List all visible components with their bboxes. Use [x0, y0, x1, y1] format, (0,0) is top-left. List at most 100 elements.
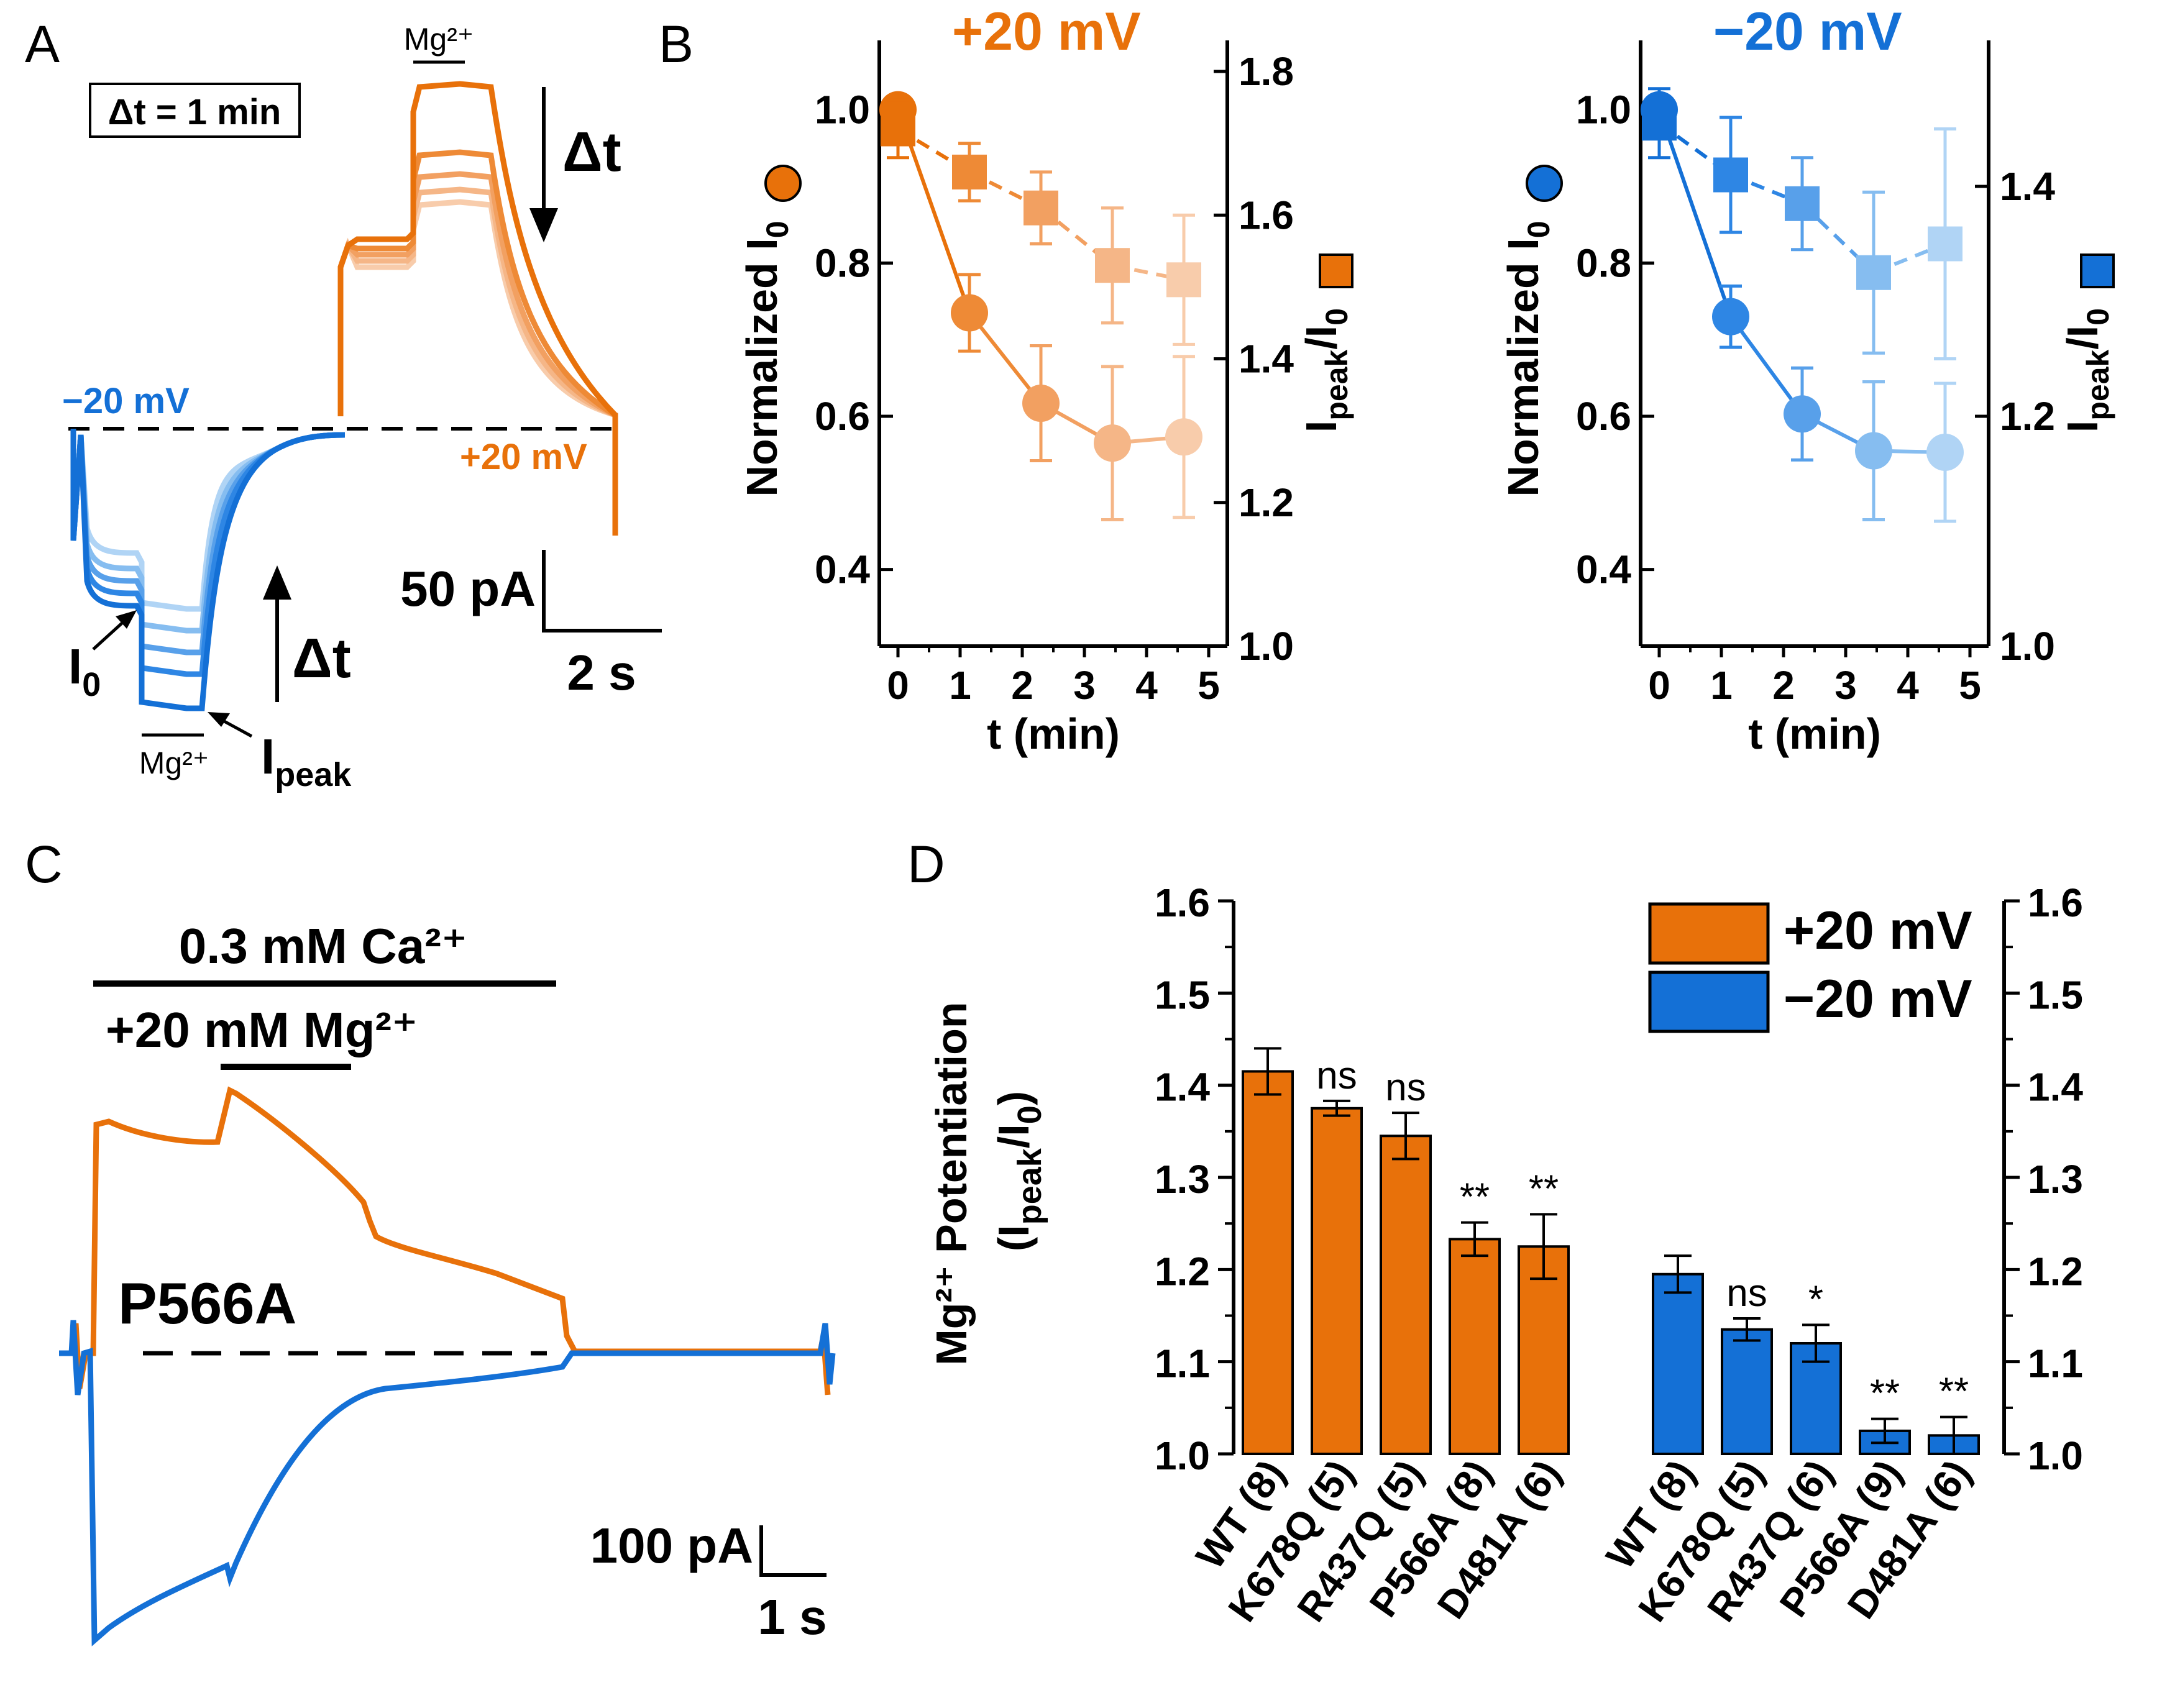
- y-tick-label-right: 1.2: [2000, 394, 2055, 439]
- bar: [1449, 1238, 1501, 1455]
- y-tick-label-left: 1.6: [1155, 880, 1210, 925]
- ca-label: 0.3 mM Ca²⁺: [179, 918, 468, 974]
- y-axis-label-right-mid: /I: [2058, 326, 2107, 350]
- ipeak-subscript: peak: [275, 756, 352, 793]
- y-tick-label-left: 1.5: [1155, 972, 1210, 1017]
- bar: [1242, 1070, 1294, 1455]
- x-axis-label: t (min): [987, 710, 1120, 758]
- legend-square-marker: [2080, 253, 2115, 288]
- y-axis-label-left: Normalized I0: [1499, 221, 1556, 496]
- y-axis-label-sub-peak: peak: [1011, 1148, 1048, 1225]
- y-tick-label-right: 1.5: [2028, 972, 2083, 1017]
- dt-label-bottom: Δt: [292, 628, 351, 690]
- y-axis-label-right-mid: /I: [1297, 326, 1345, 350]
- significance-label: ns: [1316, 1054, 1357, 1097]
- x-tick-label: 4: [1135, 663, 1158, 708]
- panel-label-b: B: [659, 15, 694, 73]
- mutant-label: P566A: [118, 1271, 296, 1336]
- significance-label: ns: [1385, 1066, 1426, 1109]
- series-line-segment: [968, 311, 1043, 404]
- legend-circle-marker: [764, 165, 802, 202]
- series-line-segment: [1729, 315, 1804, 416]
- ipeak-label: Ipeak: [261, 729, 352, 793]
- x-axis-label: t (min): [1748, 710, 1881, 758]
- data-point-circle: [1926, 433, 1964, 471]
- trace-c-negative: [59, 1320, 836, 1646]
- dt-box-label: Δt = 1 min: [108, 92, 282, 132]
- data-point-square: [1856, 255, 1891, 290]
- y-tick-label-right: 1.3: [2028, 1157, 2083, 1202]
- data-point-circle: [1165, 418, 1202, 456]
- mg-label-bottom: Mg²⁺: [139, 746, 209, 780]
- y-tick-label-left: 1.0: [815, 88, 870, 132]
- y-axis-label-sub-mid: /I: [989, 1124, 1038, 1148]
- y-tick-label-left: 0.8: [815, 240, 870, 285]
- bar: [1380, 1135, 1432, 1455]
- legend-swatch: [1648, 970, 1770, 1033]
- significance-label: **: [1460, 1176, 1490, 1219]
- data-point-square: [881, 111, 915, 147]
- panel-label-c: C: [25, 835, 63, 893]
- data-point-square: [1928, 226, 1962, 262]
- y-tick-label-right: 1.0: [2000, 624, 2055, 669]
- y-axis-label-left-sub: 0: [760, 221, 795, 238]
- dt-arrow-bottom-head: [263, 565, 291, 600]
- trace-negative-0: [70, 429, 346, 711]
- x-tick-label: 2: [1772, 663, 1795, 708]
- y-tick-label-right: 1.0: [2028, 1433, 2083, 1478]
- y-axis-label-sub-close: ): [989, 1091, 1038, 1105]
- data-point-square: [1642, 106, 1677, 141]
- y-tick-label-right: 1.0: [1239, 624, 1294, 669]
- x-tick-label: 5: [1959, 663, 1981, 708]
- panel-a: Δt = 1 min Mg²⁺ Mg²⁺ −20 mV +20 mV Δt Δt…: [62, 22, 662, 793]
- series-line-segment: [1657, 109, 1733, 317]
- i0-arrow-head: [116, 610, 137, 629]
- bar: [1652, 1272, 1704, 1455]
- y-axis-label-right-main: I: [2058, 421, 2107, 432]
- data-point-circle: [1022, 385, 1060, 422]
- dt-arrow-top-head: [529, 208, 558, 242]
- data-point-square: [1713, 157, 1748, 193]
- y-tick-label-left: 0.6: [1576, 394, 1631, 439]
- traces-negative: [70, 429, 346, 711]
- y-tick-label-left: 1.0: [1155, 1433, 1210, 1478]
- bar: [1721, 1328, 1773, 1455]
- y-axis-label-right: Ipeak/I0: [2058, 308, 2115, 432]
- y-axis-label-right-sub2: 0: [2081, 308, 2115, 326]
- chart-title: −20 mV: [1713, 2, 1902, 62]
- bar: [1311, 1107, 1363, 1455]
- y-tick-label-left: 1.1: [1155, 1341, 1210, 1386]
- data-point-square: [1024, 190, 1058, 226]
- panel-b-right-chart: 0 1 2 3 4 50.40.60.81.01.01.21.4−20 mVt (min)…: [1499, 2, 2115, 758]
- y-tick-label-right: 1.1: [2028, 1341, 2083, 1386]
- y-axis-label-right-sub: peak: [2081, 349, 2115, 420]
- y-tick-label-right: 1.8: [1239, 49, 1294, 94]
- data-point-square: [1166, 262, 1201, 298]
- legend-circle-marker: [1526, 165, 1563, 202]
- y-tick-label-left: 1.0: [1576, 88, 1631, 132]
- dt-label-top: Δt: [562, 121, 621, 183]
- i0-arrow: [92, 617, 129, 651]
- y-tick-label-left: 1.3: [1155, 1157, 1210, 1202]
- y-axis-label-main: Mg²⁺ Potentiation: [927, 1002, 976, 1365]
- voltage-label-pos: +20 mV: [460, 437, 587, 477]
- y-axis-label-sub-zero: 0: [1011, 1105, 1048, 1124]
- data-point-circle: [1712, 298, 1749, 336]
- mg-label-top: Mg²⁺: [404, 22, 474, 57]
- y-axis-label-left-main: Normalized I: [1499, 238, 1547, 496]
- y-tick-label-left: 1.2: [1155, 1249, 1210, 1294]
- data-point-circle: [1855, 432, 1892, 470]
- trace-c-positive: [59, 1086, 831, 1395]
- scale-y-label-c: 100 pA: [590, 1518, 753, 1573]
- y-axis-label-sub: (Ipeak/I0): [989, 1091, 1048, 1251]
- x-tick-label: 3: [1834, 663, 1857, 708]
- panel-label-d: D: [907, 835, 945, 893]
- traces-positive: [337, 81, 618, 536]
- data-point-square: [1785, 186, 1820, 221]
- y-tick-label-left: 0.4: [815, 547, 870, 592]
- legend-label: +20 mV: [1784, 901, 1972, 961]
- i0-subscript: 0: [82, 666, 101, 703]
- scale-bar-a: [542, 550, 662, 633]
- mg-label-c: +20 mM Mg²⁺: [106, 1002, 418, 1057]
